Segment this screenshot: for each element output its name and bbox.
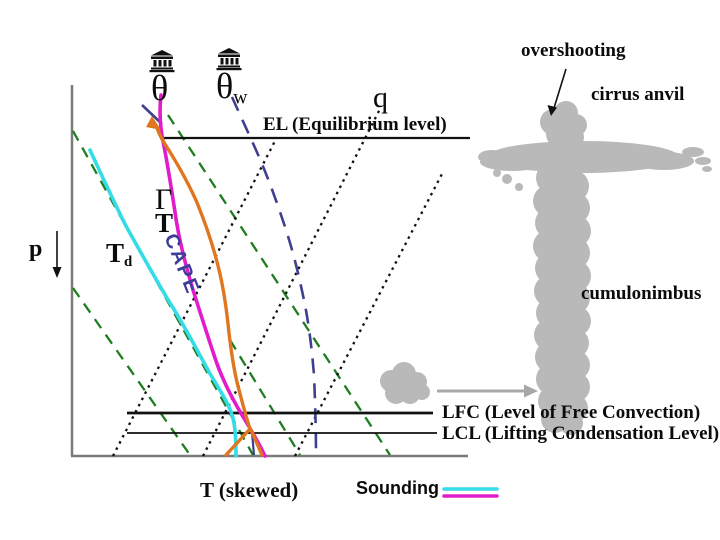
cirrus-anvil-label: cirrus anvil: [591, 84, 685, 105]
building-icon-theta: [149, 50, 175, 73]
lfc-label: LFC (Level of Free Convection): [442, 402, 701, 423]
legend-sounding-label: Sounding: [356, 478, 439, 498]
parcel-dewpoint-leg: [224, 428, 251, 457]
lfc-to-cloud-arrow: [437, 384, 538, 398]
parcel-dry-adiabat-leg: [249, 428, 264, 457]
dry-adiabat-lines: [71, 114, 391, 456]
dewpoint-curve-label: Td: [106, 238, 133, 271]
theta-w-label: θw: [216, 66, 248, 109]
pressure-axis-arrow: [52, 231, 62, 278]
pressure-axis-label: p: [29, 236, 43, 262]
gamma-label: Γ: [155, 183, 173, 216]
cumulonimbus-label: cumulonimbus: [581, 283, 702, 304]
theta-label: θ: [151, 68, 169, 108]
parcel-ascent-curve: [155, 126, 264, 457]
lcl-label: LCL (Lifting Condensation Level): [442, 423, 720, 444]
el-label: EL (Equilibrium level): [263, 114, 447, 135]
overshooting-label: overshooting: [521, 40, 626, 61]
plot-axes: [70, 85, 468, 458]
temperature-axis-label: T (skewed): [200, 478, 299, 502]
building-icon-thetaw: [216, 48, 242, 71]
parcel-moist-ascent: [155, 126, 252, 431]
cumulonimbus-cloud-illustration: [380, 101, 712, 435]
legend-sounding-lines: [442, 487, 499, 498]
dewpoint-sounding-curve: [88, 148, 238, 458]
parcel-arrowhead: [146, 116, 161, 130]
level-lines: [127, 136, 470, 434]
overshooting-pointer-arrow: [547, 68, 567, 116]
temperature-curve-label: T: [155, 208, 174, 238]
q-label: q: [373, 81, 388, 114]
